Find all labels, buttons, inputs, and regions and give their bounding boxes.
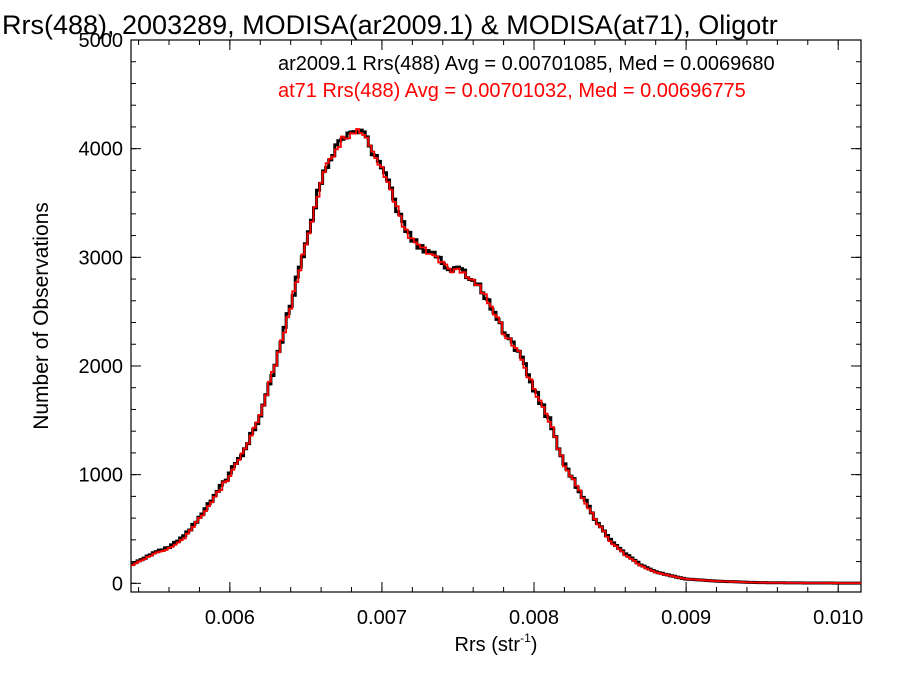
y-tick-label: 4000 (79, 139, 124, 161)
x-tick-label: 0.010 (813, 607, 863, 629)
y-axis-label: Number of Observations (30, 202, 53, 430)
x-axis-label-main: Rrs (str (455, 634, 521, 656)
x-tick-label: 0.009 (661, 607, 711, 629)
series-layer (131, 128, 861, 585)
chart-title: Rrs(488), 2003289, MODISA(ar2009.1) & MO… (2, 10, 778, 40)
y-tick-label: 0 (112, 573, 123, 595)
axis-ticks (131, 39, 861, 592)
y-tick-label: 3000 (79, 247, 124, 269)
plot-frame (130, 39, 862, 593)
x-tick-label: 0.007 (357, 607, 407, 629)
y-tick-label: 1000 (79, 465, 124, 487)
stats-at71: at71 Rrs(488) Avg = 0.00701032, Med = 0.… (278, 80, 746, 102)
x-tick-label: 0.006 (205, 607, 255, 629)
series-at71-line (131, 128, 861, 584)
series-ar2009-1-line (131, 128, 861, 585)
x-axis-label: Rrs (str-1) (455, 631, 538, 656)
x-tick-labels: 0.006 0.007 0.008 0.009 0.010 (205, 607, 863, 629)
y-tick-label: 2000 (79, 356, 124, 378)
y-tick-label: 5000 (79, 30, 124, 52)
x-axis-label-close: ) (531, 634, 538, 656)
stats-ar2009: ar2009.1 Rrs(488) Avg = 0.00701085, Med … (278, 53, 775, 75)
y-tick-labels: 0 1000 2000 3000 4000 5000 (79, 30, 124, 595)
x-axis-label-superscript: -1 (520, 631, 531, 645)
x-tick-label: 0.008 (509, 607, 559, 629)
